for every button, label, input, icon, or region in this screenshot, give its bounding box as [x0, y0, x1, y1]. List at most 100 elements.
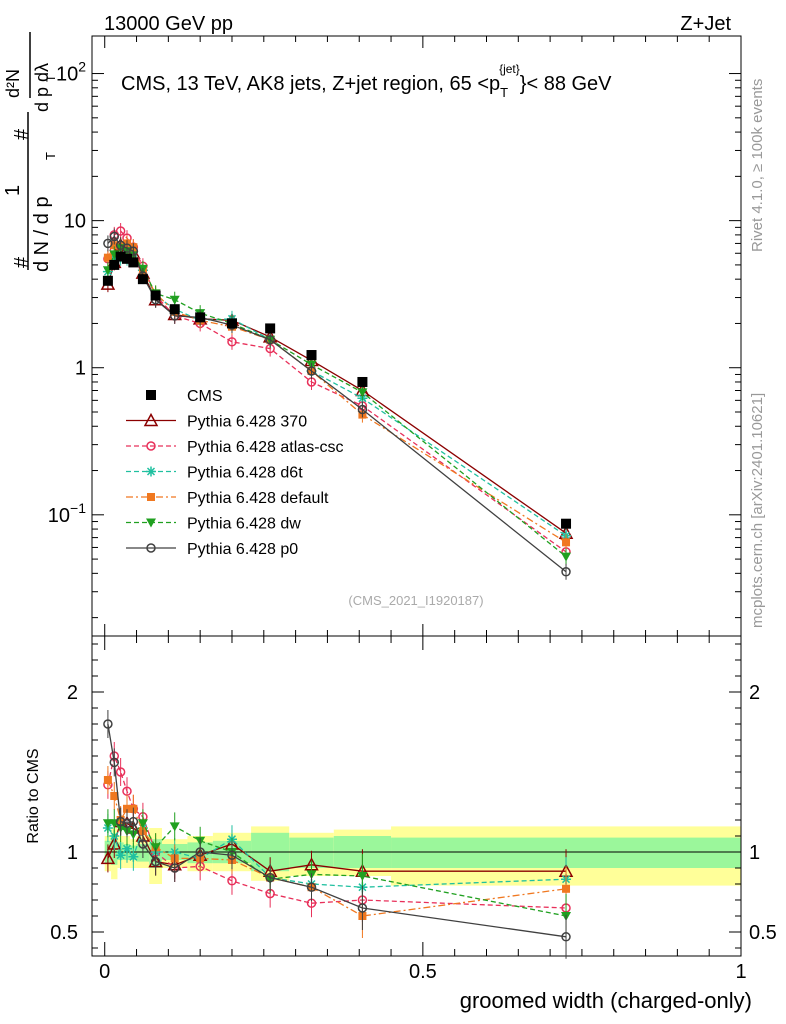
- ratio-frame: [91, 635, 742, 957]
- data-point-dw: [357, 388, 368, 398]
- ratio-ticks: [92, 636, 742, 956]
- header-left: 13000 GeV pp: [104, 13, 233, 35]
- main-y-tick-label: 102: [56, 59, 86, 86]
- ylabel-dpdl: d p dλ: [32, 63, 52, 112]
- main-y-tick-label: 1: [75, 358, 86, 380]
- ylabel-dpdl-sub: T: [44, 74, 58, 82]
- analysis-id: (CMS_2021_I1920187): [348, 593, 483, 608]
- ylabel-d2n: d²N: [3, 69, 23, 98]
- ratio-tick-labels: 0.5 0.51 12 20 0.5 1: [50, 682, 777, 983]
- ratio-point-p0: [169, 863, 180, 873]
- legend-label-atlas-csc: Pythia 6.428 atlas-csc: [187, 439, 344, 456]
- legend-label-CMS: CMS: [187, 388, 223, 405]
- legend-label-370: Pythia 6.428 370: [187, 414, 307, 431]
- data-point-p0: [109, 231, 120, 242]
- series-line-default: [107, 242, 567, 543]
- series-CMS: [102, 251, 572, 529]
- data-point-p0: [306, 366, 317, 376]
- rivet-label: Rivet 4.1.0, ≥ 100k events: [749, 79, 766, 252]
- ratio-point-p0: [561, 932, 571, 942]
- ratio-point-d6t: [121, 843, 132, 854]
- ratio-y-tick-label-left: 0.5: [50, 922, 78, 944]
- data-point-CMS: [150, 290, 161, 301]
- data-point-default: [562, 538, 571, 547]
- data-point-CMS: [306, 350, 317, 361]
- ratio-line-d6t: [107, 826, 567, 888]
- ratio-point-dw: [102, 819, 113, 829]
- ratio-point-default: [103, 776, 112, 784]
- data-point-default: [110, 241, 119, 250]
- ratio-series: [100, 710, 574, 959]
- series-dw: [102, 240, 572, 565]
- x-tick-label: 1: [735, 961, 746, 983]
- ratio-panel: 0.5 0.51 12 20 0.5 1 Ratio to CMS groomed wid…: [25, 635, 777, 1013]
- x-tick-label: 0.5: [409, 961, 437, 983]
- main-y-tick-label-base: 1: [75, 358, 86, 380]
- main-y-axis-label: # 1 d N / d p T # d²N d p dλ T: [2, 32, 58, 272]
- plot-title-main: CMS, 13 TeV, AK8 jets, Z+jet region, 65 …: [121, 73, 500, 95]
- ratio-point-p0: [195, 847, 205, 857]
- ratio-point-default: [110, 792, 119, 800]
- ratio-point-p0: [265, 872, 275, 883]
- ratio-y-tick-label-right: 2: [749, 682, 760, 704]
- data-point-p0: [357, 404, 368, 415]
- data-point-p0: [103, 238, 113, 249]
- header-right: Z+Jet: [680, 13, 731, 35]
- legend-marker-CMS: [146, 390, 156, 400]
- data-point-dw: [561, 552, 572, 562]
- plot-title-end: }< 88 GeV: [520, 73, 612, 95]
- ratio-point-p0: [306, 882, 317, 892]
- ylabel-hash1: #: [11, 256, 33, 268]
- series-atlas-csc: [103, 223, 571, 560]
- main-y-tick-label-base: 10: [56, 64, 78, 86]
- data-point-CMS: [169, 304, 180, 315]
- legend: CMS Pythia 6.428 370 Pythia 6.428 atlas-cs…: [126, 388, 344, 558]
- ratio-point-default: [122, 804, 131, 813]
- legend-marker-atlas-csc: [146, 441, 156, 451]
- legend-marker-d6t: [146, 466, 156, 477]
- legend-marker-370: [143, 412, 159, 427]
- main-y-tick-label-exp: 2: [78, 59, 86, 75]
- series-line-atlas-csc: [107, 230, 567, 553]
- data-point-CMS: [128, 257, 139, 268]
- ratio-y-tick-label-right: 1: [749, 842, 760, 864]
- ratio-point-d6t: [128, 851, 139, 862]
- ratio-point-atlas-csc: [115, 767, 126, 777]
- main-ticks: [92, 36, 742, 636]
- data-point-CMS: [265, 323, 276, 334]
- x-tick-label: 0: [99, 961, 110, 983]
- ylabel-one: 1: [2, 185, 24, 196]
- data-point-dw: [169, 295, 180, 305]
- ratio-line-p0: [107, 723, 567, 938]
- data-point-CMS: [137, 274, 148, 285]
- data-point-p0: [265, 334, 275, 345]
- data-point-CMS: [121, 253, 132, 264]
- series-line-p0: [107, 235, 567, 573]
- data-point-atlas-csc: [115, 226, 126, 236]
- ratio-point-atlas-csc: [227, 876, 237, 886]
- data-point-CMS: [561, 518, 572, 529]
- ratio-point-370: [100, 850, 116, 865]
- legend-label-p0: Pythia 6.428 p0: [187, 541, 298, 558]
- ratio-y-tick-label-right: 0.5: [749, 922, 777, 944]
- ratio-point-p0: [103, 719, 113, 729]
- legend-label-d6t: Pythia 6.428 d6t: [187, 465, 303, 482]
- ylabel-hash2: #: [11, 128, 33, 140]
- ratio-point-p0: [150, 856, 161, 867]
- series-370: [100, 237, 574, 542]
- data-point-default: [103, 253, 112, 262]
- series-line-dw: [107, 247, 567, 558]
- plot-title: CMS, 13 TeV, AK8 jets, Z+jet region, 65 …: [121, 62, 612, 100]
- ratio-line-dw: [107, 822, 567, 917]
- main-y-tick-label: 10−1: [48, 500, 86, 527]
- mcplots-label: mcplots.cern.ch [arXiv:2401.10621]: [749, 393, 766, 628]
- legend-marker-dw: [146, 518, 156, 528]
- data-point-p0: [561, 567, 571, 577]
- series-p0: [103, 228, 571, 580]
- legend-label-default: Pythia 6.428 default: [187, 490, 329, 507]
- plot-title-sub: T: [500, 85, 508, 100]
- ratio-y-axis-label: Ratio to CMS: [25, 748, 42, 843]
